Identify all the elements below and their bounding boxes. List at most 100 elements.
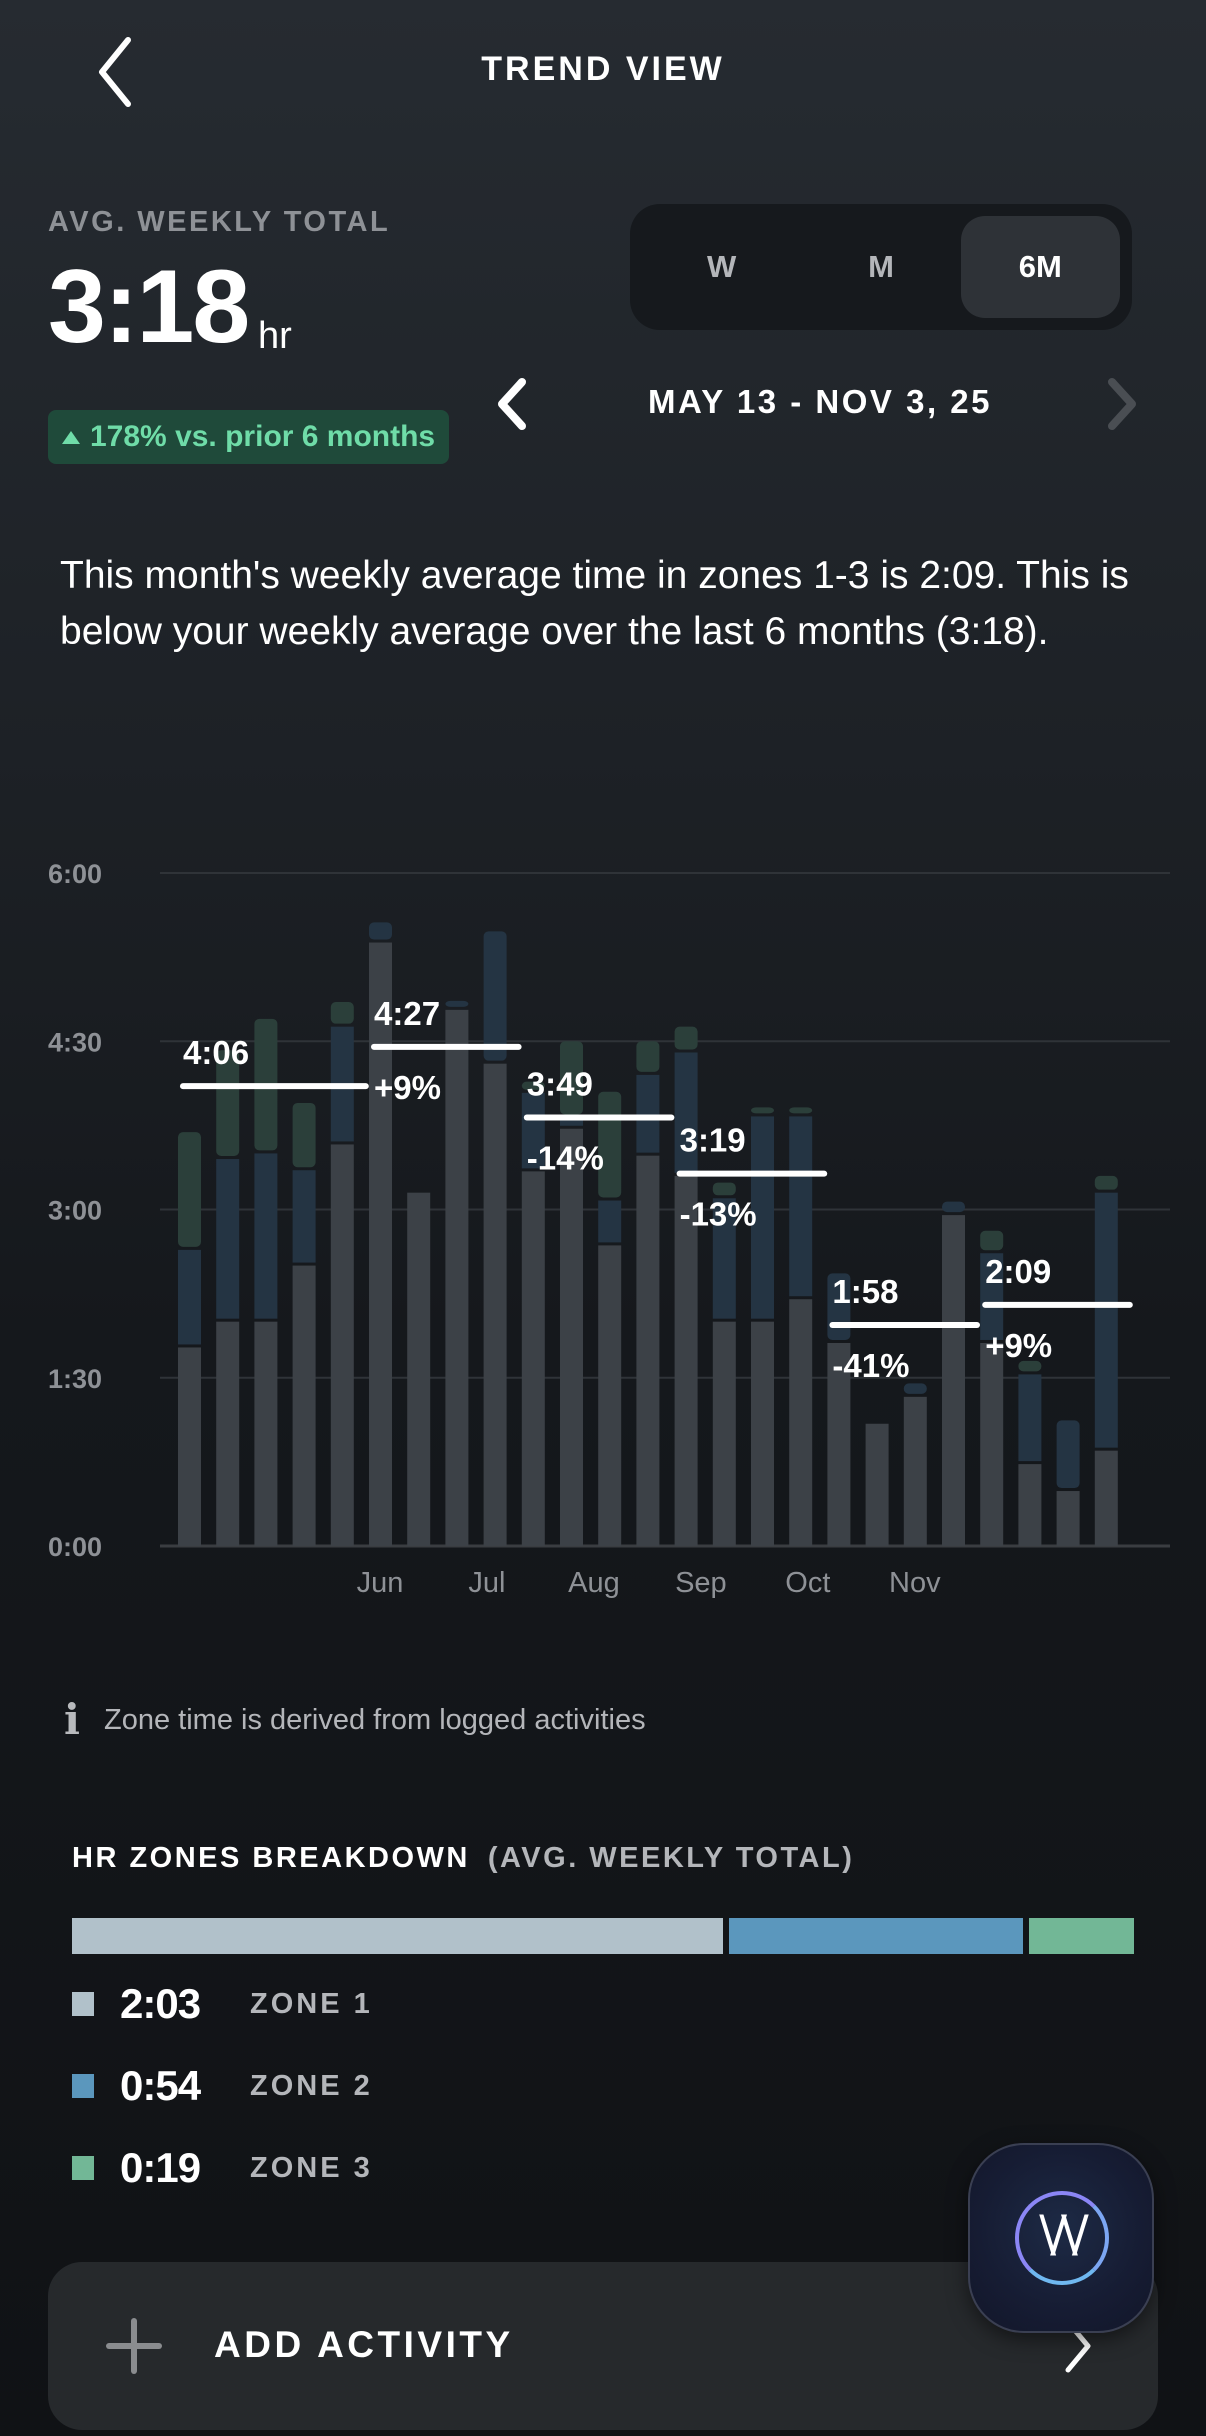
zone-3-label: ZONE 3 [250, 2151, 373, 2184]
bar-segment-zone-3 [216, 1050, 240, 1157]
x-tick-label: Aug [568, 1567, 620, 1599]
bar-segment-zone-2 [369, 922, 392, 940]
bar-segment-zone-1 [712, 1321, 736, 1546]
monthly-change-label: -41% [832, 1347, 909, 1384]
bar-segment-zone-1 [330, 1144, 354, 1546]
period-option-month[interactable]: M [868, 249, 894, 284]
plus-icon [106, 2318, 162, 2374]
bar-segment-zone-2 [789, 1116, 813, 1297]
breakdown-title-text: HR ZONES BREAKDOWN [72, 1842, 470, 1874]
x-tick-label: Nov [889, 1567, 941, 1599]
monthly-average-label: 1:58 [832, 1273, 898, 1310]
bar-segment-zone-3 [674, 1026, 698, 1050]
bar-segment-zone-1 [483, 1063, 507, 1546]
zone-distribution-bar [72, 1918, 1134, 1954]
bar-segment-zone-2 [751, 1116, 774, 1319]
y-tick-label: 1:30 [48, 1364, 102, 1394]
bar-segment-zone-3 [751, 1107, 774, 1114]
y-tick-label: 0:00 [48, 1532, 102, 1562]
bar-segment-zone-1 [1056, 1491, 1080, 1546]
bar-segment-zone-1 [1094, 1450, 1118, 1546]
bar-segment-zone-2 [521, 1092, 545, 1169]
monthly-change-label: -14% [527, 1140, 604, 1177]
bar-segment-zone-2 [980, 1253, 1004, 1340]
zone-1-label: ZONE 1 [250, 1987, 373, 2020]
assistant-ring [1015, 2191, 1109, 2285]
bar-segment-zone-1 [445, 1009, 469, 1546]
previous-range-button[interactable] [490, 376, 534, 432]
zone-1-swatch [72, 1992, 94, 2016]
bar-segment-zone-1 [254, 1321, 278, 1546]
zone-time-chart: 0:00 1:30 3:00 4:30 6:00 Jun Jul Aug Sep Oct Nov 4:… [0, 840, 1206, 1600]
x-tick-label: Sep [675, 1567, 727, 1599]
bar-segment-zone-3 [712, 1182, 736, 1196]
bar-segment-zone-3 [1018, 1360, 1042, 1372]
change-badge: 178% vs. prior 6 months [48, 410, 450, 464]
x-tick-label: Jun [357, 1567, 404, 1599]
zone-3-time: 0:19 [120, 2144, 201, 2191]
bar-segment-zone-2 [560, 1117, 583, 1126]
bar-segment-zone-1 [1018, 1464, 1042, 1546]
bar-segment-zone-3 [521, 1081, 545, 1090]
bar-segment-zone-1 [292, 1265, 316, 1546]
bar-segment-zone-1 [789, 1299, 813, 1546]
chevron-left-icon [498, 378, 526, 430]
bar-segment-zone-2 [1018, 1374, 1042, 1462]
zone-2-label: ZONE 2 [250, 2069, 373, 2102]
chart-canvas: 0:00 1:30 3:00 4:30 6:00 Jun Jul Aug Sep Oct Nov 4:… [48, 859, 1170, 1599]
zone-1-segment [72, 1918, 723, 1954]
info-icon: i [64, 1695, 80, 1744]
bar-segment-zone-3 [789, 1107, 813, 1114]
bar-segment-zone-1 [942, 1215, 965, 1546]
bar-segment-zone-1 [598, 1245, 622, 1546]
chevron-left-icon [99, 37, 131, 107]
bar-segment-zone-1 [407, 1192, 431, 1546]
monthly-average-label: 2:09 [985, 1253, 1051, 1290]
zone-row-1: 2:03 ZONE 1 [72, 1980, 373, 2028]
date-range-label: MAY 13 - NOV 3, 25 [648, 383, 992, 420]
y-tick-label: 3:00 [48, 1196, 102, 1226]
page-title: TREND VIEW [481, 50, 725, 88]
bar-segment-zone-1 [827, 1342, 851, 1546]
zone-3-swatch [72, 2156, 94, 2180]
bar-segment-zone-2 [178, 1249, 201, 1345]
x-tick-label: Jul [468, 1567, 505, 1599]
zone-row-2: 0:54 ZONE 2 [72, 2062, 373, 2110]
bar-segment-zone-1 [560, 1128, 583, 1546]
bar-segment-zone-3 [636, 1041, 660, 1072]
bar-segment-zone-1 [865, 1423, 889, 1546]
bar-segment-zone-2 [674, 1052, 698, 1173]
monthly-change-label: +9% [374, 1069, 441, 1106]
breakdown-title: HR ZONES BREAKDOWN (AVG. WEEKLY TOTAL) [72, 1842, 854, 1875]
x-tick-label: Oct [785, 1567, 830, 1599]
avg-weekly-total-unit: hr [258, 315, 292, 357]
breakdown-subtitle: (AVG. WEEKLY TOTAL) [487, 1842, 855, 1874]
monthly-average-label: 4:06 [183, 1034, 249, 1071]
zone-row-3: 0:19 ZONE 3 [72, 2144, 373, 2192]
assistant-button[interactable]: \/\/ [968, 2143, 1154, 2333]
bar-segment-zone-3 [1094, 1175, 1118, 1190]
bar-segment-zone-2 [292, 1170, 316, 1263]
period-option-6-months[interactable]: 6M [960, 216, 1120, 318]
bar-segment-zone-2 [598, 1200, 622, 1243]
bar-segment-zone-2 [942, 1201, 965, 1213]
bar-segment-zone-1 [751, 1321, 774, 1546]
bar-segment-zone-1 [903, 1396, 927, 1546]
period-option-week[interactable]: W [707, 249, 737, 284]
monthly-average-label: 4:27 [374, 995, 440, 1032]
back-button[interactable] [88, 34, 144, 110]
bar-segment-zone-1 [216, 1321, 240, 1546]
next-range-button[interactable] [1100, 376, 1144, 432]
bar-segment-zone-2 [636, 1074, 660, 1153]
add-activity-label: ADD ACTIVITY [214, 2324, 514, 2365]
bar-segment-zone-3 [178, 1132, 201, 1247]
bar-segment-zone-1 [636, 1155, 660, 1546]
avg-weekly-total-label: AVG. WEEKLY TOTAL [48, 206, 391, 238]
bar-segment-zone-2 [483, 931, 507, 1061]
bar-segment-zone-2 [1094, 1192, 1118, 1448]
bar-segment-zone-2 [216, 1159, 240, 1319]
bar-segment-zone-2 [712, 1198, 736, 1319]
bar-segment-zone-1 [980, 1342, 1004, 1546]
zone-2-time: 0:54 [120, 2062, 201, 2109]
bar-segment-zone-1 [674, 1175, 698, 1546]
